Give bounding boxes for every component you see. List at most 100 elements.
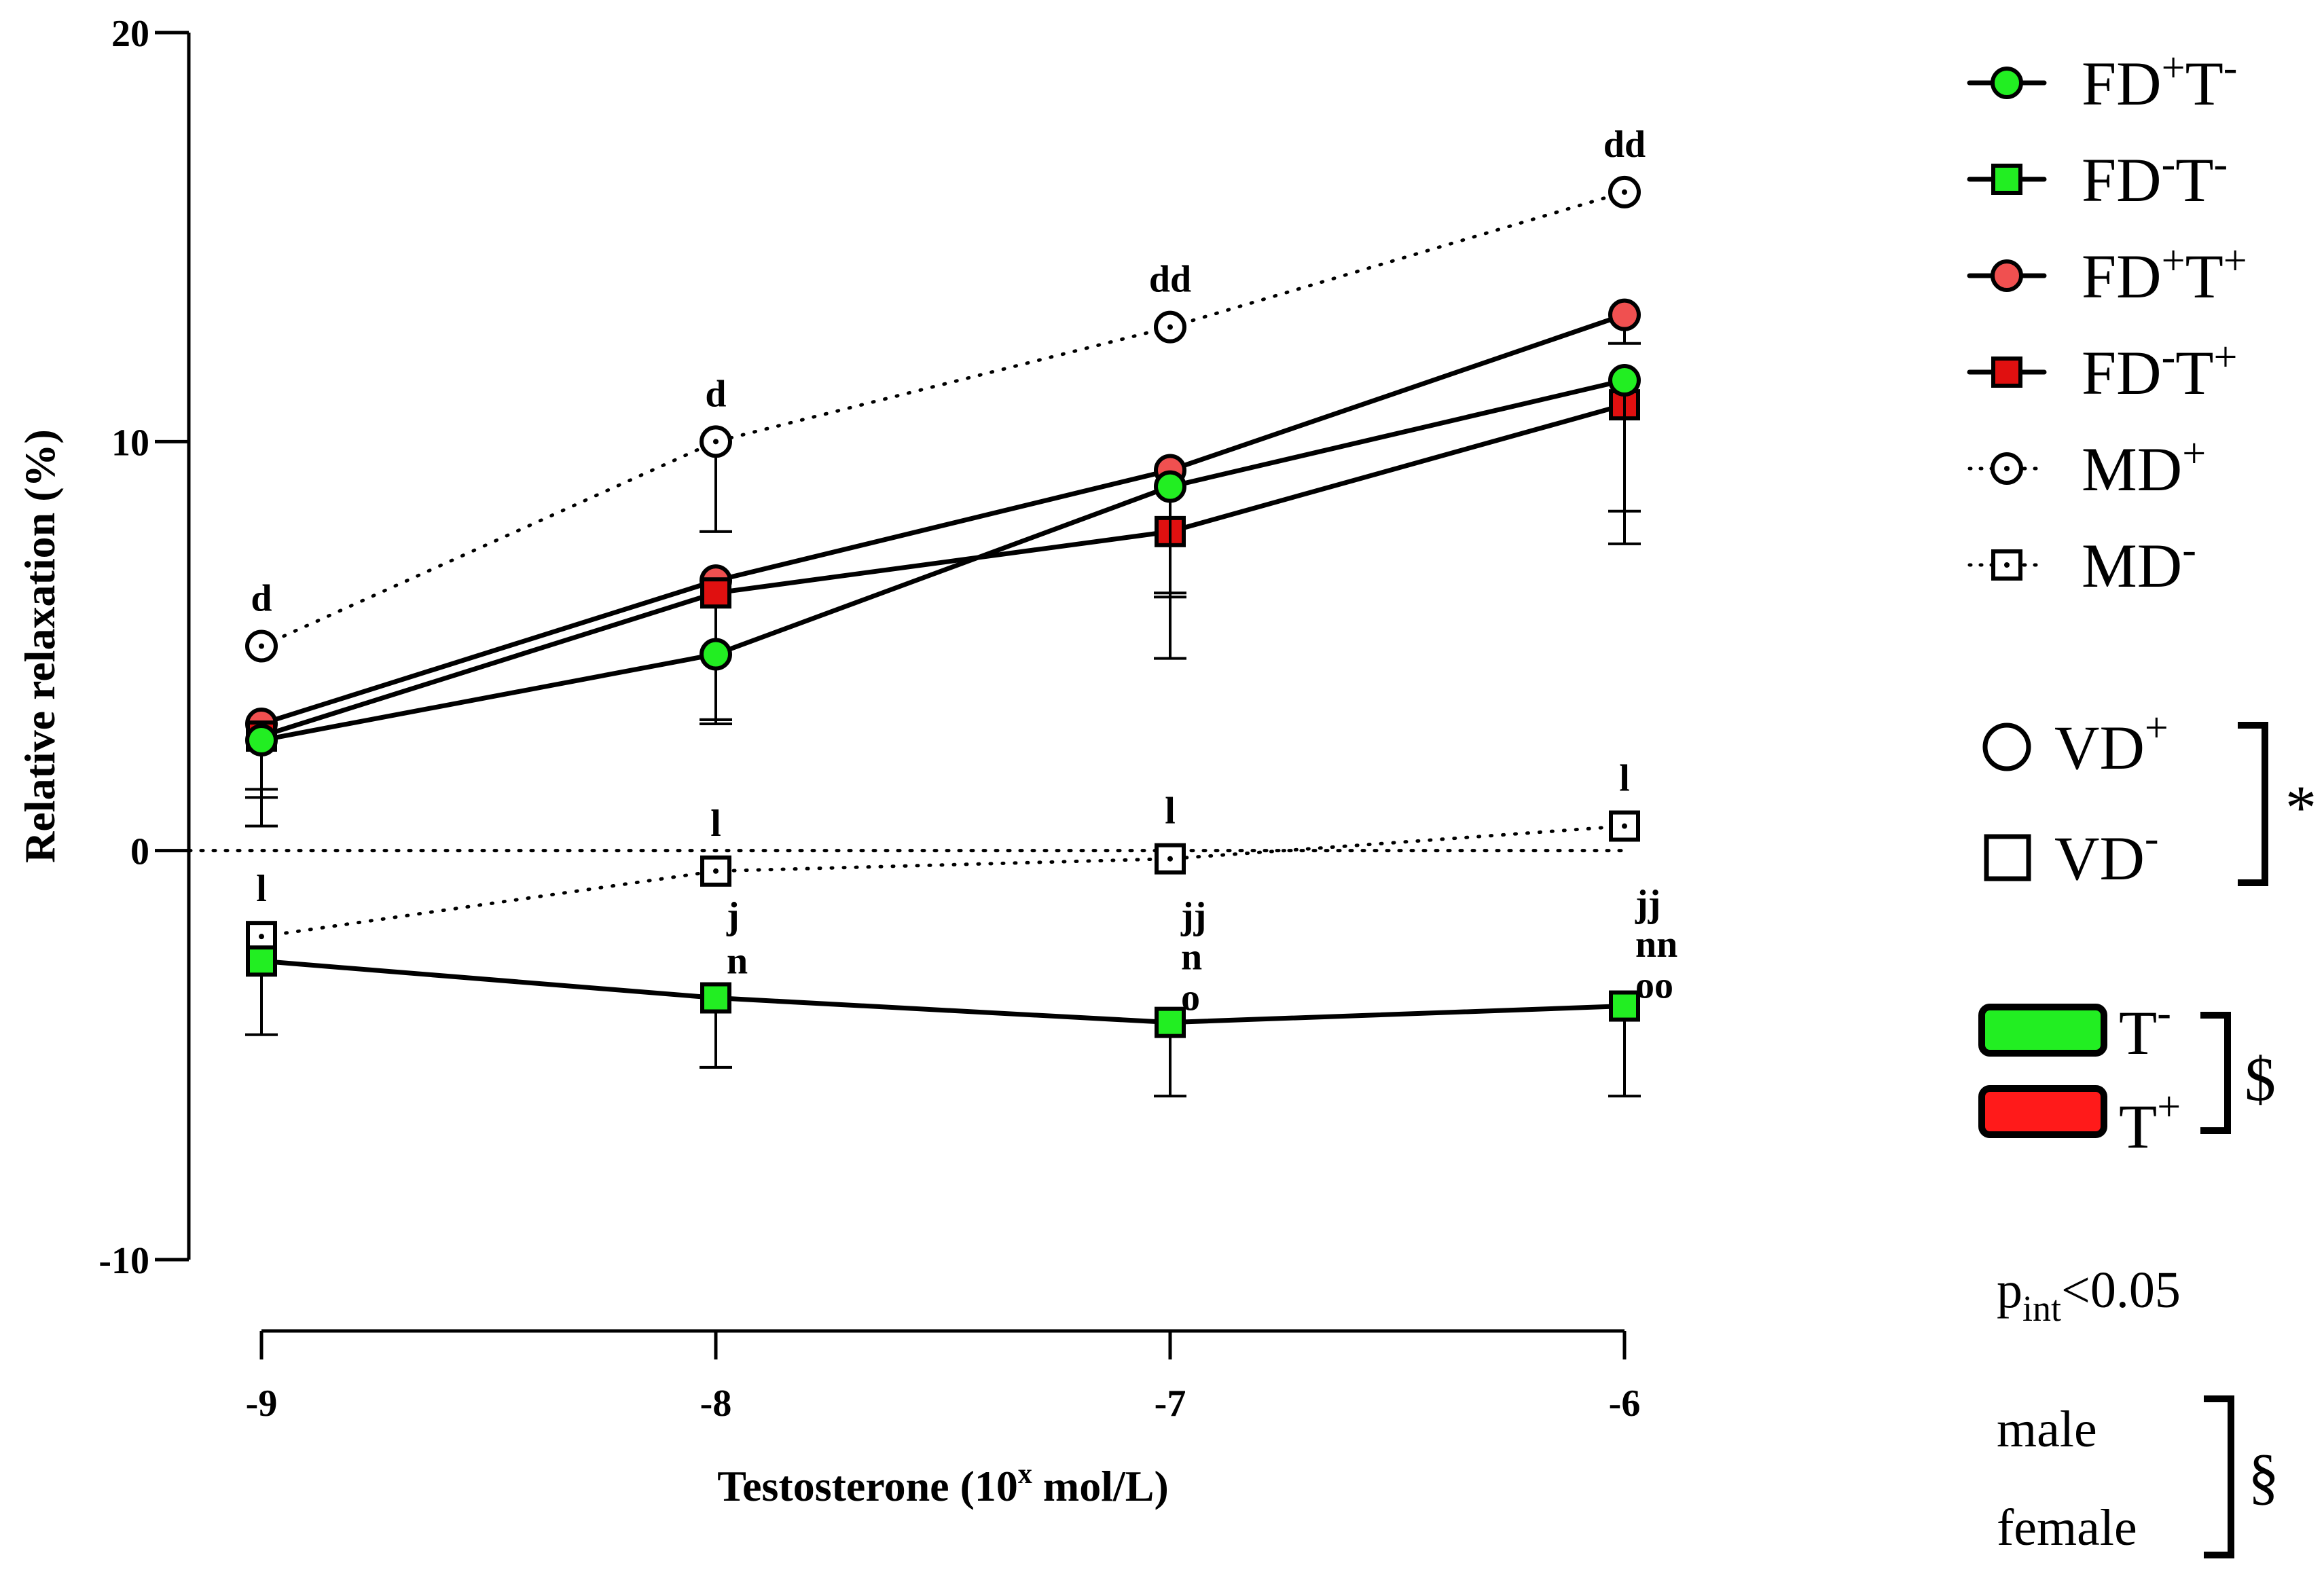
legend-label-mid: T	[2185, 242, 2223, 311]
legend-item: FD+T+	[1967, 238, 2247, 311]
legend-item: MD-	[1967, 527, 2196, 600]
t-plus-sup: +	[2157, 1084, 2181, 1130]
annotation-label: n	[1181, 936, 1202, 978]
legend-label-sup2: -	[2213, 141, 2228, 187]
legend-label: MD+	[2082, 431, 2206, 504]
t-minus-swatch	[1978, 1004, 2107, 1057]
y-tick-label: 10	[111, 422, 149, 464]
legend-label-base: FD	[2082, 145, 2162, 215]
pint-tail: <0.05	[2061, 1262, 2181, 1319]
y-tick-label: 20	[111, 13, 149, 55]
legend-label-sup: -	[2162, 334, 2176, 380]
vd-significance-symbol: *	[2285, 773, 2317, 842]
annotation-label: jj	[1635, 883, 1660, 925]
legend-marker	[1991, 67, 2023, 99]
series-line	[259, 958, 1627, 1025]
series-FD-T+	[245, 389, 1641, 799]
series-line	[259, 312, 1627, 727]
legend-label-sup: +	[2162, 238, 2185, 284]
annotation-label: l	[256, 868, 267, 910]
data-point-center	[259, 643, 264, 649]
annotation-label: nn	[1635, 924, 1677, 966]
series-line	[259, 824, 1627, 938]
series-line	[259, 190, 1627, 648]
legend-marker-center	[2004, 562, 2010, 568]
legend-marker	[1991, 259, 2023, 292]
axes: 20 10 0 -10 Relative relaxation (%) -9 -8 -7 -6 T…	[16, 13, 1640, 1510]
annotation-label: jj	[1180, 895, 1206, 937]
vd-plus-base: VD	[2054, 713, 2145, 782]
sex-male-label: male	[1997, 1401, 2097, 1458]
series-FD+T-	[245, 363, 1641, 791]
data-point	[1155, 1006, 1186, 1038]
pint-base: p	[1997, 1262, 2022, 1319]
t-plus-swatch	[1978, 1085, 2107, 1138]
legend-label-base: FD	[2082, 338, 2162, 407]
legend-label: FD+T-	[2082, 45, 2237, 118]
sex-bracket	[2204, 1395, 2234, 1558]
series-MD+	[245, 175, 1641, 663]
data-point-center	[713, 868, 719, 874]
data-point	[700, 982, 731, 1014]
annotation-label: l	[1165, 790, 1176, 833]
y-tick-label: 0	[130, 831, 149, 873]
annotation-label: oo	[1635, 964, 1673, 1006]
sex-significance-symbol: §	[2248, 1442, 2279, 1511]
t-minus-label: T-	[2119, 990, 2171, 1067]
series-layer	[245, 175, 1641, 1098]
vd-plus-label: VD+	[2054, 705, 2168, 782]
legend-marker-center	[2004, 466, 2010, 471]
annotation-label: dd	[1603, 124, 1646, 166]
data-point-center	[1167, 856, 1173, 862]
data-point-center	[1622, 823, 1627, 829]
x-axis-title-tail: mol/L)	[1032, 1462, 1169, 1510]
series-MD-	[246, 810, 1640, 953]
legend-label-sup2: +	[2223, 238, 2247, 284]
data-point	[1609, 990, 1640, 1022]
y-axis-title: Relative relaxation (%)	[16, 429, 64, 863]
vd-plus-circle-icon	[1982, 723, 2031, 771]
legend-label-mid: T	[2175, 338, 2213, 407]
x-tick-label: -6	[1609, 1383, 1641, 1425]
annotation-label: l	[710, 803, 721, 845]
legend-label-sup: -	[2182, 527, 2196, 573]
legend-item: FD+T-	[1967, 45, 2237, 118]
vd-minus-base: VD	[2054, 824, 2145, 893]
legend-item: FD-T-	[1967, 141, 2228, 215]
t-plus-base: T	[2119, 1092, 2157, 1161]
sex-female-label: female	[1997, 1499, 2137, 1556]
vd-bracket	[2238, 722, 2268, 886]
series-line	[259, 402, 1627, 739]
legend-label-mid: T	[2185, 49, 2223, 118]
legend-marker	[1991, 357, 2022, 388]
x-tick-label: -9	[246, 1383, 278, 1425]
legend-label-sup: +	[2162, 45, 2185, 91]
data-point	[246, 945, 277, 977]
x-axis-title: Testosterone (10x mol/L)	[717, 1459, 1169, 1510]
x-axis-title-main: Testosterone (10	[717, 1462, 1018, 1510]
t-minus-sup: -	[2157, 990, 2171, 1036]
data-point	[1154, 470, 1186, 503]
annotation-label: d	[705, 373, 726, 415]
legend-label: FD-T+	[2082, 334, 2237, 407]
data-point-center	[259, 934, 264, 940]
t-significance-symbol: $	[2245, 1044, 2276, 1114]
data-point	[1608, 363, 1641, 397]
vd-minus-square-icon	[1984, 834, 2031, 881]
legend-label-sup: +	[2182, 431, 2206, 477]
legend-marker	[1991, 164, 2022, 195]
legend-label: FD+T+	[2082, 238, 2247, 311]
annotation-label: j	[726, 895, 740, 937]
annotation-label: n	[727, 940, 748, 982]
legend-label-mid: T	[2175, 145, 2213, 215]
legend-label: FD-T-	[2082, 141, 2228, 215]
legend-label-sup2: -	[2223, 45, 2238, 91]
legend-item: MD+	[1967, 431, 2206, 504]
series-FD-T-	[245, 945, 1641, 1098]
legend-label-base: MD	[2082, 435, 2182, 504]
legend-label-sup2: +	[2213, 334, 2237, 380]
annotation-label: d	[251, 578, 272, 620]
